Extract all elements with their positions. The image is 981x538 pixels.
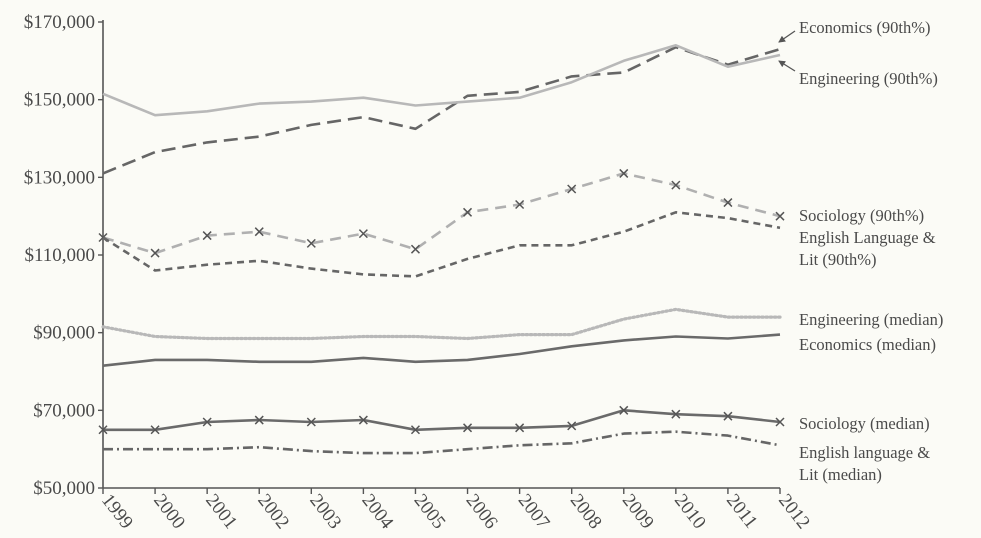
series-label-soc_med: Sociology (median) xyxy=(799,414,930,433)
x-tick-label: 2003 xyxy=(305,490,345,533)
y-tick-label: $150,000 xyxy=(24,90,95,111)
series-econ_med xyxy=(102,333,781,367)
data-point-marker xyxy=(463,423,473,433)
data-point-marker xyxy=(306,417,316,427)
data-point-marker xyxy=(150,248,160,258)
series-eng90 xyxy=(102,43,781,117)
x-tick-label: 2011 xyxy=(722,490,762,532)
data-point-marker xyxy=(358,229,368,239)
series-label-eng_lit90: Lit (90th%) xyxy=(799,250,876,269)
y-tick-label: $90,000 xyxy=(33,323,95,344)
series-line-econ90 xyxy=(102,45,781,175)
series-eng_med xyxy=(101,307,782,341)
y-tick-label: $170,000 xyxy=(24,12,95,33)
series-label-econ90: Economics (90th%) xyxy=(799,18,931,37)
x-tick-label: 2009 xyxy=(618,490,658,533)
x-tick-label: 2004 xyxy=(357,490,397,533)
series-eng_lit90 xyxy=(102,211,781,278)
data-point-marker xyxy=(410,425,420,435)
x-tick-label: 2010 xyxy=(670,490,710,533)
series-line-econ_med xyxy=(102,333,781,367)
x-tick-label: 1999 xyxy=(97,490,137,533)
x-tick-label: 2006 xyxy=(462,490,502,533)
data-point-marker xyxy=(619,168,629,178)
data-point-marker xyxy=(358,415,368,425)
data-point-marker xyxy=(567,184,577,194)
data-point-marker xyxy=(619,405,629,415)
data-point-marker xyxy=(775,211,785,221)
data-point-marker xyxy=(254,227,264,237)
data-point-marker xyxy=(567,421,577,431)
arrow-econ90 xyxy=(778,30,796,43)
data-point-marker xyxy=(463,207,473,217)
x-tick-label: 2001 xyxy=(201,490,241,533)
data-point-marker xyxy=(254,415,264,425)
x-tick-label: 2002 xyxy=(253,490,293,533)
series-label-econ_med: Economics (median) xyxy=(799,335,936,354)
series-line-eng_lit_med xyxy=(103,430,781,455)
data-point-marker xyxy=(202,231,212,241)
x-tick-label: 2000 xyxy=(149,490,189,533)
data-point-marker xyxy=(723,411,733,421)
data-point-marker xyxy=(150,425,160,435)
series-soc90 xyxy=(98,168,785,258)
data-point-marker xyxy=(98,425,108,435)
series-eng_lit_med xyxy=(103,430,781,455)
series-line-soc_med xyxy=(103,408,781,432)
x-tick-label: 2007 xyxy=(514,490,554,533)
y-tick-label: $130,000 xyxy=(24,167,95,188)
data-point-marker xyxy=(515,423,525,433)
data-point-marker xyxy=(202,417,212,427)
data-point-marker xyxy=(775,417,785,427)
series-label-eng_lit_med: English language & xyxy=(799,443,930,462)
data-point-marker xyxy=(671,409,681,419)
series-label-eng90: Engineering (90th%) xyxy=(799,69,938,88)
x-tick-label: 2012 xyxy=(774,490,814,533)
series-line-soc90 xyxy=(102,172,781,255)
series-econ90 xyxy=(102,45,781,175)
series-label-eng_lit90: English Language & xyxy=(799,228,936,247)
data-point-marker xyxy=(306,238,316,248)
chart-axes: $50,000 $70,000 $90,000 $110,000 $130,000 $15… xyxy=(24,12,814,533)
series-soc_med xyxy=(98,405,785,435)
series-line-eng90 xyxy=(102,43,781,117)
arrow-eng90 xyxy=(778,60,796,72)
series-label-eng_med: Engineering (median) xyxy=(799,310,943,329)
series-line-eng_lit90 xyxy=(102,211,781,278)
y-tick-label: $110,000 xyxy=(24,245,95,266)
data-point-marker xyxy=(410,244,420,254)
series-labels: Economics (90th%) Engineering (90th%) Soci… xyxy=(778,18,943,484)
series-label-soc90: Sociology (90th%) xyxy=(799,206,924,225)
data-point-marker xyxy=(723,198,733,208)
x-tick-label: 2008 xyxy=(566,490,606,533)
y-tick-label: $50,000 xyxy=(33,478,95,499)
series-layer xyxy=(98,43,785,455)
y-tick-label: $70,000 xyxy=(33,400,95,421)
data-point-marker xyxy=(671,180,681,190)
series-label-eng_lit_med: Lit (median) xyxy=(799,465,882,484)
data-point-marker xyxy=(515,199,525,210)
series-line-eng_med xyxy=(101,307,782,341)
x-tick-label: 2005 xyxy=(410,490,450,533)
